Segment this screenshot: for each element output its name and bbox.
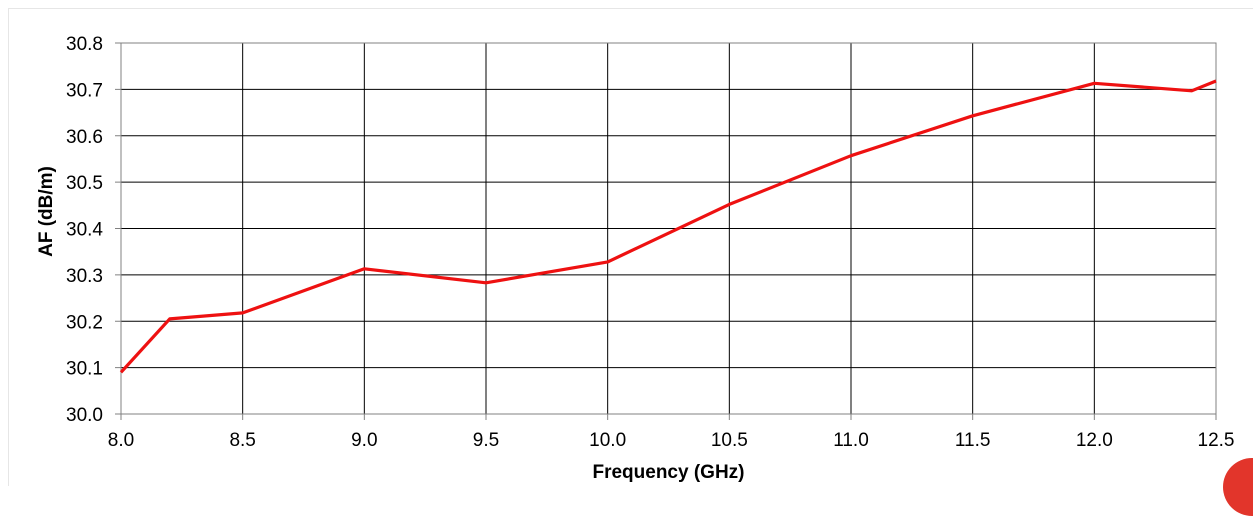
y-tick-label: 30.1: [66, 359, 103, 380]
grid: [120, 42, 1217, 415]
y-tick-label: 30.0: [66, 405, 103, 426]
series-line: [119, 79, 1217, 374]
y-tick-label: 30.6: [66, 127, 103, 148]
x-axis-ticks: 8.0 8.5 9.0 9.5 10.0 10.5 11.0 11.5 12.0 12.5: [108, 414, 1235, 451]
x-tick-label: 9.5: [473, 430, 499, 451]
x-tick-label: 12.0: [1076, 430, 1113, 451]
line-chart: 30.0 30.1 30.2 30.3 30.4 30.5 30.6 30.7 30.8 8.0…: [36, 34, 1235, 483]
chart-container: 30.0 30.1 30.2 30.3 30.4 30.5 30.6 30.7 30.8 8.0…: [8, 8, 1253, 516]
y-tick-label: 30.5: [66, 173, 103, 194]
x-tick-label: 8.5: [229, 430, 255, 451]
x-tick-label: 10.5: [711, 430, 748, 451]
y-tick-label: 30.2: [66, 312, 103, 333]
x-axis-title: Frequency (GHz): [592, 462, 744, 483]
y-tick-label: 30.7: [66, 80, 103, 101]
series-layer: [119, 79, 1217, 374]
x-tick-label: 12.5: [1198, 430, 1235, 451]
x-tick-label: 9.0: [351, 430, 377, 451]
chart-frame: [8, 8, 1253, 486]
y-axis-ticks: 30.0 30.1 30.2 30.3 30.4 30.5 30.6 30.7 30.8: [66, 34, 121, 426]
y-tick-label: 30.3: [66, 266, 103, 287]
x-tick-label: 10.0: [589, 430, 626, 451]
y-tick-label: 30.8: [66, 34, 103, 55]
y-tick-label: 30.4: [66, 220, 103, 241]
y-axis-title: AF (dB/m): [36, 166, 57, 257]
x-tick-label: 11.5: [955, 430, 991, 451]
x-tick-label: 8.0: [108, 430, 134, 451]
x-tick-label: 11.0: [833, 430, 869, 451]
